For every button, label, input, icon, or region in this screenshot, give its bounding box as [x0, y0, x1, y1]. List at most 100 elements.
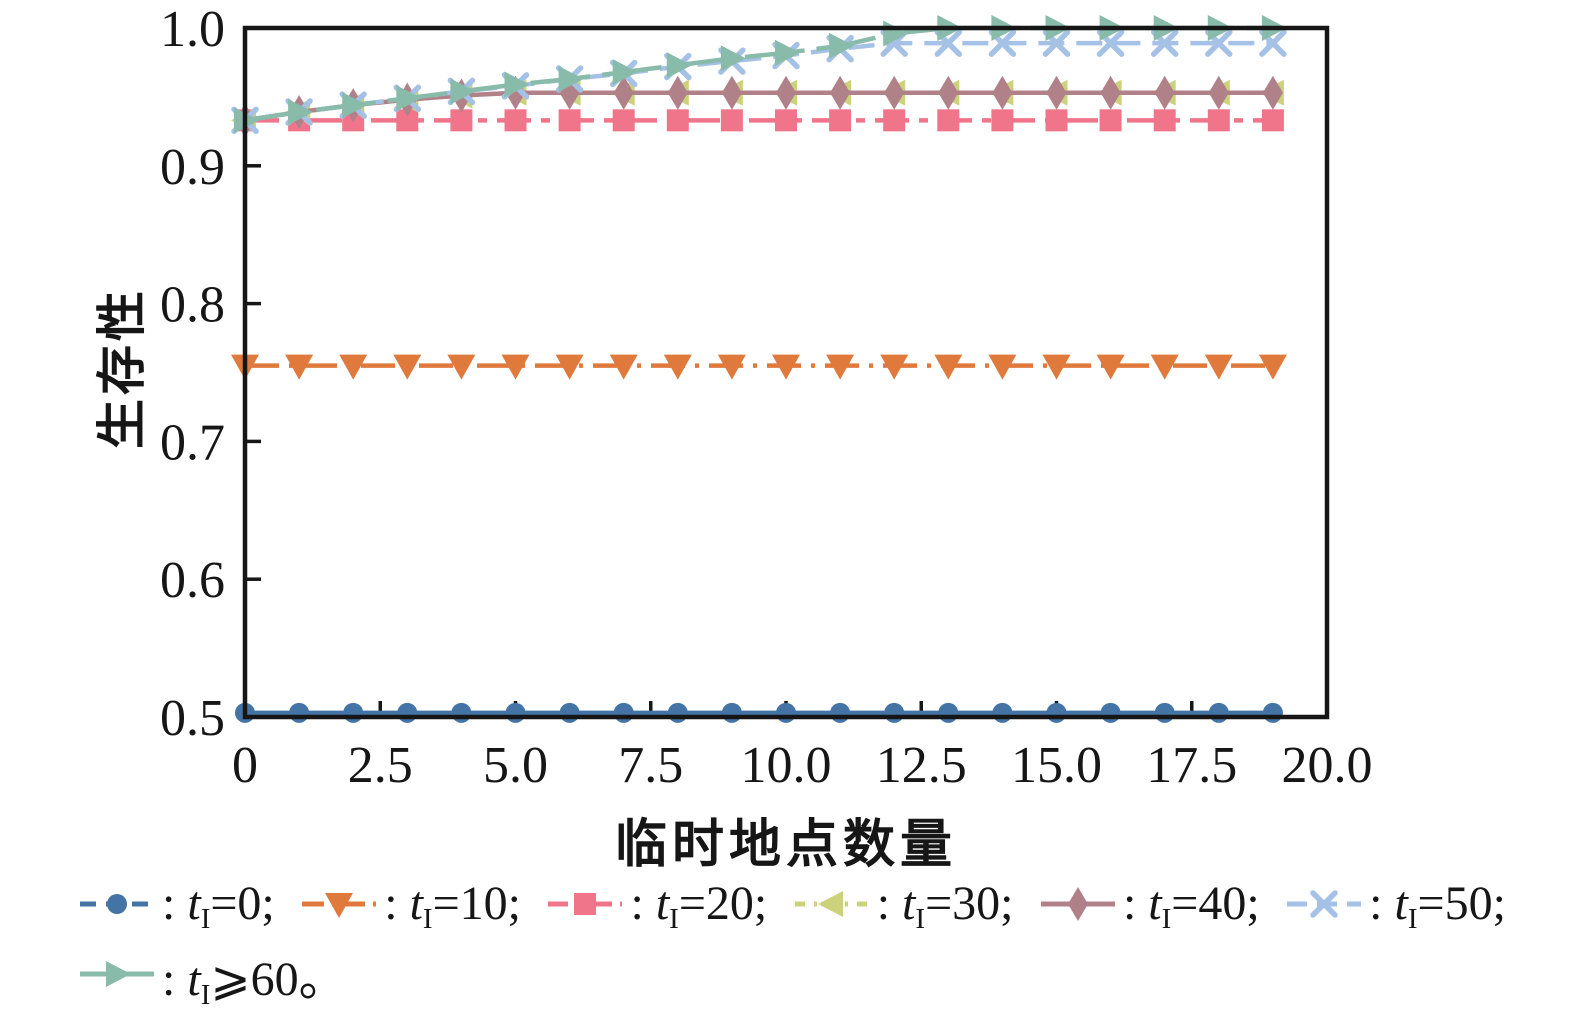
- triangle-down-marker-icon: [1150, 354, 1179, 380]
- square-marker-icon: [1045, 109, 1068, 132]
- circle-marker-icon: [938, 702, 959, 723]
- legend-item-tI-10: : tI=10;: [300, 876, 521, 935]
- series-markers-tI-30: [231, 79, 1284, 134]
- legend-marker-sample-tI-0: [80, 893, 154, 914]
- diamond-marker-icon: [1154, 75, 1175, 110]
- x-axis-title: 临时地点数量: [614, 817, 958, 874]
- diamond-marker-icon: [1262, 75, 1283, 110]
- legend-row-2: : tI⩾60。: [78, 939, 1506, 1011]
- circle-marker-icon: [397, 702, 418, 723]
- triangle-right-marker-icon: [342, 92, 368, 119]
- triangle-right-marker-icon: [106, 961, 131, 987]
- triangle-down-marker-icon: [1096, 354, 1125, 380]
- x-tick-label: 2.5: [348, 737, 413, 794]
- legend-marker-sample-tI-ge-60: [80, 961, 154, 987]
- triangle-right-marker-icon: [775, 39, 800, 66]
- triangle-down-marker-icon: [1258, 354, 1287, 380]
- legend-label-tI-20: : tI=20;: [630, 877, 768, 935]
- triangle-right-marker-icon: [612, 59, 638, 86]
- legend-item-tI-30: : tI=30;: [793, 876, 1014, 935]
- legend-label-tI-50: : tI=50;: [1369, 877, 1506, 935]
- square-marker-icon: [720, 109, 743, 132]
- legend-item-tI-50: : tI=50;: [1285, 876, 1506, 935]
- circle-marker-icon: [107, 893, 127, 914]
- square-marker-icon: [504, 109, 527, 132]
- series-markers-tI-10: [231, 354, 1287, 380]
- legend-marker-sample-tI-30: [794, 890, 869, 917]
- legend: : tI=0; : tI=10; : tI=20; : tI=30; : tI=40;:…: [78, 876, 1506, 1017]
- legend-item-tI-40: : tI=40;: [1039, 876, 1260, 935]
- x-tick-label: 12.5: [876, 737, 967, 794]
- diamond-marker-icon: [721, 75, 742, 110]
- legend-marker-sample-tI-50: [1287, 889, 1362, 918]
- square-marker-icon: [612, 109, 635, 132]
- triangle-down-marker-icon: [880, 354, 909, 380]
- circle-marker-icon: [289, 702, 310, 723]
- series-markers-tI-50: [231, 29, 1287, 135]
- square-marker-icon: [396, 109, 419, 132]
- triangle-right-marker-icon: [666, 52, 692, 79]
- triangle-down-marker-icon: [501, 354, 530, 380]
- diamond-marker-icon: [1100, 75, 1121, 110]
- square-marker-icon: [574, 892, 597, 915]
- square-marker-icon: [991, 109, 1014, 132]
- triangle-down-marker-icon: [988, 354, 1017, 380]
- circle-marker-icon: [1100, 702, 1121, 723]
- y-tick-label: 0.5: [160, 690, 225, 747]
- y-tick-label: 0.9: [160, 139, 225, 196]
- y-tick-label: 0.6: [160, 552, 225, 609]
- circle-marker-icon: [1262, 702, 1283, 723]
- diamond-marker-icon: [667, 75, 688, 110]
- diamond-marker-icon: [884, 75, 905, 110]
- triangle-down-marker-icon: [609, 354, 638, 380]
- legend-label-tI-10: : tI=10;: [384, 877, 521, 935]
- diamond-marker-icon: [830, 75, 851, 110]
- square-marker-icon: [937, 109, 960, 132]
- legend-item-tI-20: : tI=20;: [546, 876, 768, 935]
- x-tick-label: 15.0: [1011, 737, 1102, 794]
- circle-marker-icon: [884, 702, 905, 723]
- triangle-down-marker-icon: [1042, 354, 1071, 380]
- square-marker-icon: [1207, 109, 1230, 132]
- x-tick-label: 0: [232, 737, 258, 794]
- diamond-marker-icon: [1208, 75, 1229, 110]
- circle-marker-icon: [1208, 702, 1229, 723]
- legend-label-tI-40: : tI=40;: [1122, 877, 1260, 935]
- diamond-marker-icon: [1067, 886, 1088, 921]
- legend-label-tI-30: : tI=30;: [876, 877, 1014, 935]
- y-tick-label: 0.7: [160, 414, 225, 471]
- y-axis-title: 生存性: [94, 287, 150, 449]
- triangle-down-marker-icon: [339, 354, 368, 380]
- legend-marker-sample-tI-40: [1040, 886, 1115, 921]
- square-marker-icon: [1261, 109, 1284, 132]
- triangle-down-marker-icon: [325, 892, 354, 918]
- square-marker-icon: [1099, 109, 1122, 132]
- diamond-marker-icon: [776, 75, 796, 110]
- x-tick-label: 5.0: [483, 737, 548, 794]
- triangle-right-marker-icon: [288, 99, 314, 126]
- legend-label-tI-0: : tI=0;: [162, 877, 275, 935]
- x-tick-label: 10.0: [741, 737, 832, 794]
- diamond-marker-icon: [938, 75, 959, 110]
- circle-marker-icon: [992, 702, 1013, 723]
- triangle-right-marker-icon: [558, 65, 584, 92]
- legend-label-tI-ge-60: : tI⩾60。: [162, 953, 347, 1011]
- legend-item-tI-ge-60: : tI⩾60。: [78, 939, 347, 1011]
- square-marker-icon: [450, 109, 473, 132]
- triangle-right-marker-icon: [829, 32, 855, 59]
- circle-marker-icon: [830, 702, 851, 723]
- triangle-down-marker-icon: [934, 354, 963, 380]
- circle-marker-icon: [505, 702, 526, 723]
- y-tick-label: 0.8: [160, 277, 225, 334]
- triangle-down-marker-icon: [717, 354, 746, 380]
- square-marker-icon: [829, 109, 852, 132]
- y-tick-label: 1.0: [160, 1, 225, 58]
- triangle-right-marker-icon: [504, 71, 530, 98]
- legend-row-1: : tI=0; : tI=10; : tI=20; : tI=30; : tI=40;:…: [78, 876, 1506, 935]
- x-marker-icon: [1310, 889, 1338, 918]
- circle-marker-icon: [1154, 702, 1175, 723]
- circle-marker-icon: [451, 702, 472, 723]
- circle-marker-icon: [776, 702, 796, 723]
- legend-item-tI-0: : tI=0;: [78, 876, 275, 935]
- legend-marker-sample-tI-20: [548, 892, 623, 915]
